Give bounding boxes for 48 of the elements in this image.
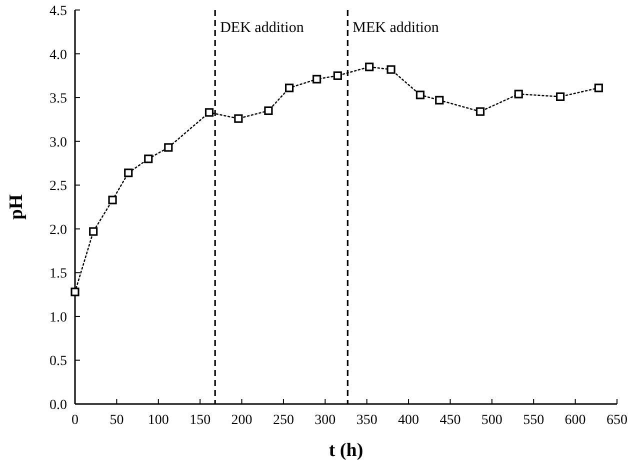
- point: [285, 84, 294, 92]
- point: [435, 96, 444, 104]
- point: [264, 106, 273, 115]
- y-axis-title: pH: [6, 194, 27, 220]
- point: [514, 90, 523, 98]
- point: [108, 196, 117, 204]
- point: [70, 288, 80, 296]
- y-tick-label: 4.0: [50, 48, 67, 63]
- x-tick-label: 400: [398, 413, 420, 428]
- point: [312, 74, 322, 84]
- y-tick-label: 3.0: [50, 135, 67, 150]
- point: [144, 154, 153, 164]
- x-tick-label: 300: [314, 413, 336, 428]
- y-tick-label: 0.5: [50, 354, 67, 370]
- y-tick-label: 0.0: [50, 398, 67, 413]
- x-tick-label: 200: [231, 413, 252, 428]
- point: [476, 107, 485, 116]
- x-tick-label: 550: [523, 413, 544, 428]
- x-tick-label: 450: [440, 413, 461, 428]
- x-tick-label: 100: [148, 413, 169, 428]
- x-tick-label: 600: [564, 413, 586, 428]
- ref-line-label: DEK addition: [220, 20, 304, 36]
- y-tick-label: 3.5: [50, 92, 67, 107]
- x-tick-label: 50: [110, 413, 124, 428]
- point: [89, 227, 98, 236]
- x-tick-label: 250: [272, 413, 294, 428]
- point: [386, 65, 396, 74]
- y-tick-label: 1.5: [50, 266, 67, 282]
- point: [204, 108, 214, 117]
- x-tick-label: 350: [356, 413, 378, 428]
- x-tick-label: 650: [606, 413, 628, 428]
- point: [416, 90, 425, 100]
- point: [594, 84, 603, 92]
- point: [365, 62, 374, 72]
- y-tick-label: 2.5: [50, 179, 67, 194]
- x-tick-label: 0: [72, 413, 78, 428]
- point: [333, 71, 342, 80]
- x-tick-label: 500: [481, 413, 502, 428]
- y-tick-label: 4.5: [50, 4, 67, 19]
- point: [556, 92, 565, 101]
- point: [124, 168, 133, 178]
- y-tick-label: 1.0: [50, 310, 67, 326]
- x-tick-label: 150: [190, 413, 211, 428]
- point: [164, 143, 173, 152]
- ref-line-label: MEK addition: [352, 20, 440, 36]
- x-axis-title: t (h): [328, 440, 364, 461]
- point: [234, 114, 243, 123]
- y-tick-label: 2.0: [50, 222, 67, 238]
